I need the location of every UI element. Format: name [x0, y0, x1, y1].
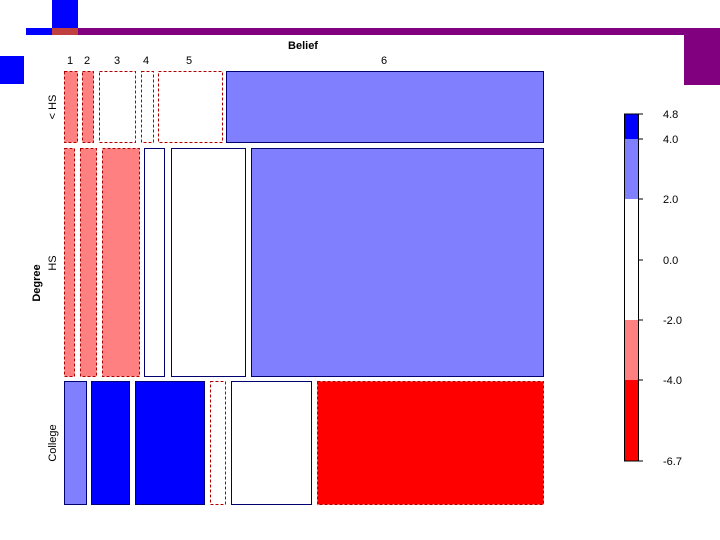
mosaic-tile: [144, 148, 165, 377]
mosaic-tile: [80, 148, 97, 377]
column-label: 5: [186, 55, 192, 67]
mosaic-tile: [64, 381, 87, 505]
row-labels: < HS HS College: [47, 95, 59, 462]
row-label: College: [47, 424, 59, 461]
mosaic-tile: [231, 381, 312, 505]
row-label: < HS: [47, 95, 59, 120]
mosaic-tile: [102, 148, 140, 377]
mosaic-tile: [141, 71, 154, 143]
mosaic-tile: [64, 71, 78, 143]
mosaic-tile: [135, 381, 205, 505]
mosaic-tile: [317, 381, 544, 505]
mosaic-tile: [64, 148, 75, 377]
mosaic-tile: [99, 71, 136, 143]
legend-label: 4.0: [663, 134, 678, 146]
row-label: HS: [47, 255, 59, 270]
slide-corner-square-left: [0, 56, 24, 84]
legend-label: 0.0: [663, 255, 678, 267]
slide-corner-square-small: [52, 28, 78, 35]
slide-corner-square-top: [52, 0, 78, 28]
mosaic-tile: [158, 71, 223, 143]
mosaic-tile: [226, 71, 544, 143]
legend-label: 2.0: [663, 194, 678, 206]
legend-swatch: [624, 260, 639, 320]
legend-swatch: [624, 380, 639, 461]
mosaic-tiles: [64, 71, 544, 505]
slide-accent-bar: [78, 28, 720, 35]
legend-swatch: [624, 320, 639, 380]
legend-label: -2.0: [663, 315, 682, 327]
legend-swatch: [624, 114, 639, 139]
mosaic-tile: [91, 381, 130, 505]
column-label: 4: [143, 55, 149, 67]
legend-label: -4.0: [663, 375, 682, 387]
mosaic-tile: [251, 148, 544, 377]
slide-accent-bar-left: [26, 28, 52, 35]
legend-swatch: [624, 139, 639, 199]
column-label: 6: [381, 55, 387, 67]
y-axis-title: Degree: [31, 264, 43, 301]
column-label: 2: [84, 55, 90, 67]
x-axis-title: Belief: [288, 40, 318, 52]
legend-label: -6.7: [663, 456, 682, 468]
legend-swatch: [624, 199, 639, 260]
slide-corner-block-right: [684, 35, 720, 85]
residual-legend: 4.8 4.0 2.0 0.0 -2.0 -4.0 -6.7: [624, 109, 682, 468]
mosaic-tile: [82, 71, 94, 143]
legend-label: 4.8: [663, 109, 678, 121]
column-label: 1: [67, 55, 73, 67]
mosaic-tile: [210, 381, 226, 505]
legend-frame: [624, 113, 639, 462]
column-label: 3: [114, 55, 120, 67]
mosaic-tile: [171, 148, 246, 377]
